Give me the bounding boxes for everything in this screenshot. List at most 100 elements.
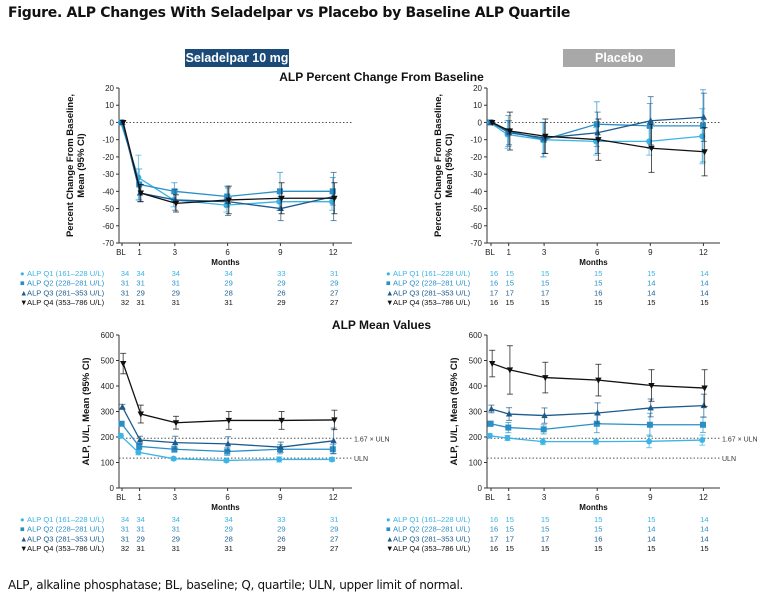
data-point [646,122,653,129]
series-Q3 [119,118,337,222]
seladelpar-arm-banner: Seladelpar 10 mg [185,49,289,67]
number-at-risk: 29 [277,525,285,534]
number-at-risk: 16 [490,544,498,553]
x-axis-label: Months [579,258,608,267]
legend-label: ALP Q1 (161–228 U/L) [27,269,105,278]
x-tick-label: 6 [595,248,600,257]
series-Q3 [119,403,337,455]
figure-title: Figure. ALP Changes With Seladelpar vs P… [8,5,571,21]
data-point [646,438,653,445]
data-point [488,405,495,412]
data-point [170,455,177,462]
series-line [121,423,333,453]
number-at-risk: 15 [647,269,655,278]
number-at-risk: 31 [121,288,129,297]
number-at-risk: 17 [505,534,513,543]
number-at-risk: 17 [490,534,498,543]
legend-label: ALP Q3 (281–353 U/L) [393,288,471,297]
data-point [699,437,706,444]
data-point [505,410,513,417]
y-tick-label: -60 [102,222,114,231]
y-tick-label: 600 [101,331,115,340]
number-at-risk: 14 [700,534,708,543]
y-tick-label: 200 [101,433,115,442]
x-tick-label: 1 [137,248,142,257]
number-at-risk: 15 [700,298,708,307]
data-point [331,417,338,424]
number-at-risk: 14 [700,269,708,278]
data-point [647,404,654,411]
legend-label: ALP Q2 (228–281 U/L) [27,525,105,534]
legend-label: ALP Q4 (353–786 U/L) [393,298,471,307]
legend-marker-circle-icon: ● [386,515,391,524]
y-axis-label: ALP, U/L, Mean (95% CI) [449,357,460,465]
number-at-risk: 31 [172,544,180,553]
data-point [329,456,335,463]
y-tick-label: 200 [469,433,483,442]
number-at-risk: 33 [277,515,285,524]
number-at-risk: 15 [505,279,513,288]
legend-label: ALP Q1 (161–228 U/L) [393,269,471,278]
number-at-risk: 26 [277,288,285,297]
legend-marker-circle-icon: ● [386,269,391,278]
data-point [276,456,283,463]
number-at-risk: 15 [505,269,513,278]
x-tick-label: 9 [278,248,283,257]
y-axis-label: Mean (95% CI) [76,133,87,197]
number-at-risk: 29 [224,525,232,534]
x-axis-label: Months [211,503,240,512]
number-at-risk: 29 [277,279,285,288]
number-at-risk: 16 [490,279,498,288]
data-point [593,438,599,445]
number-at-risk: 31 [136,544,144,553]
number-at-risk: 26 [277,534,285,543]
data-point [506,367,514,374]
series-Q1 [486,432,706,449]
x-tick-label: 3 [173,248,178,257]
number-at-risk: 15 [700,544,708,553]
number-at-risk: 31 [121,525,129,534]
x-tick-label: 3 [173,493,178,502]
data-point [136,436,144,443]
series-line [121,406,334,448]
x-tick-label: 9 [648,248,653,257]
x-axis-label: Months [211,258,240,267]
data-point [542,133,549,140]
legend-label: ALP Q3 (281–353 U/L) [27,288,105,297]
y-axis-label: ALP, U/L, Mean (95% CI) [81,357,92,465]
number-at-risk: 28 [224,534,232,543]
number-at-risk: 14 [700,525,708,534]
number-at-risk: 34 [121,515,129,524]
series-Q4 [120,119,338,215]
reference-line-label: 1.67 × ULN [354,436,390,443]
series-line [122,122,335,205]
number-at-risk: 31 [330,269,338,278]
number-at-risk: 34 [136,515,144,524]
legend-marker-triangle-up-icon: ▲ [386,534,394,543]
legend-marker-triangle-down-icon: ▼ [386,298,394,307]
y-tick-label: 300 [469,408,483,417]
data-point [648,145,655,152]
number-at-risk: 15 [505,544,513,553]
data-point [700,122,706,129]
number-at-risk: 16 [490,269,498,278]
number-at-risk: 33 [277,269,285,278]
data-point [224,448,231,455]
legend-label: ALP Q1 (161–228 U/L) [393,515,471,524]
data-point [648,382,655,389]
data-point [225,197,232,204]
number-at-risk: 14 [647,279,655,288]
number-at-risk: 17 [541,288,549,297]
series-Q1 [486,108,706,165]
number-at-risk: 15 [541,515,549,524]
y-tick-label: 500 [101,357,115,366]
number-at-risk: 29 [172,288,180,297]
reference-line-label: ULN [722,456,736,463]
number-at-risk: 15 [505,525,513,534]
y-tick-label: -20 [470,153,482,162]
number-at-risk: 29 [224,279,232,288]
number-at-risk: 29 [277,544,285,553]
data-point [120,119,127,126]
data-point [329,188,336,195]
y-tick-label: 10 [105,101,114,110]
